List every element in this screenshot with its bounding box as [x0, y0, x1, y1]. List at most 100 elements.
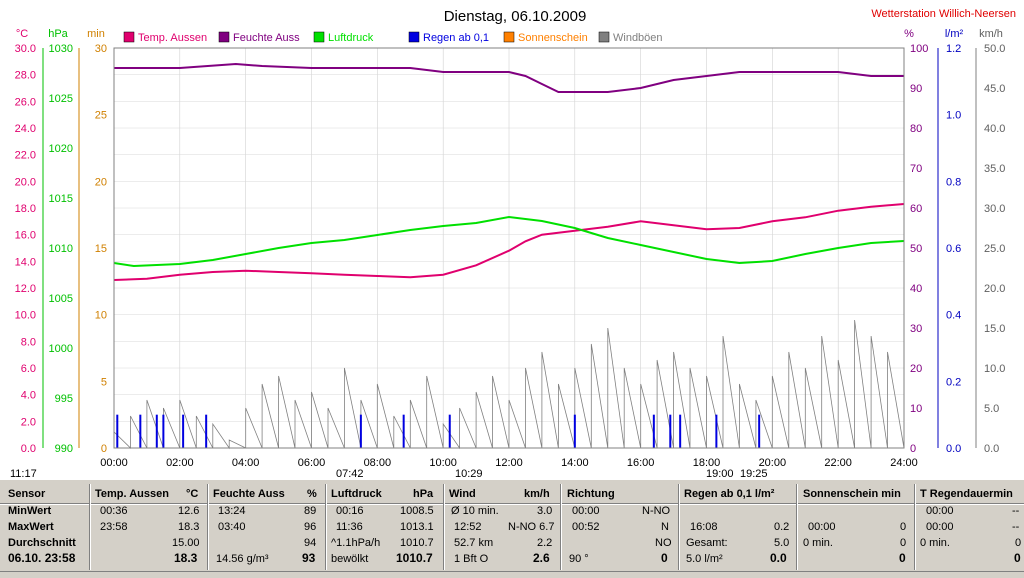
humidity-header: Feuchte Auss	[213, 488, 285, 500]
y-tick-label: 990	[55, 443, 73, 455]
y-tick-label: 1030	[49, 43, 73, 55]
y-tick-label: 10.0	[15, 310, 36, 322]
direction-min-time: 00:00	[572, 505, 600, 517]
y-tick-label: 995	[55, 393, 73, 405]
y-tick-label: 40.0	[984, 123, 1005, 135]
wind-max-time: 12:52	[454, 521, 482, 533]
rain-bar	[155, 414, 158, 448]
rain-bar	[162, 414, 165, 448]
y-tick-label: 40	[910, 283, 922, 295]
direction-avg: NO	[655, 537, 672, 549]
temp-axis-unit: °C	[16, 28, 28, 40]
sun-marker-label: 19:00	[706, 468, 734, 480]
x-tick-label: 08:00	[364, 457, 392, 469]
y-tick-label: 1015	[49, 193, 73, 205]
pressure-trend-value: 1010.7	[400, 537, 434, 549]
plot-frame	[113, 47, 905, 449]
wind-max-value: N-NO 6.7	[508, 521, 555, 533]
x-tick-label: 12:00	[495, 457, 523, 469]
legend-swatch	[218, 31, 230, 43]
rain-bar	[116, 414, 119, 448]
direction-header: Richtung	[567, 488, 615, 500]
legend-label: Temp. Aussen	[138, 32, 207, 44]
series-line-windb-en	[113, 272, 905, 450]
rain-bar	[402, 414, 405, 448]
y-tick-label: 18.0	[15, 203, 36, 215]
humidity-axis-unit: %	[904, 28, 914, 40]
y-tick-label: 1010	[49, 243, 73, 255]
wind-current: 2.6	[533, 551, 550, 565]
rain-bar	[205, 414, 208, 448]
rain-bar	[448, 414, 451, 448]
humidity-max-time: 03:40	[218, 521, 246, 533]
sunshine-total-label: 0 min.	[803, 537, 833, 549]
y-tick-label: 4.0	[21, 390, 36, 402]
pressure-min-value: 1008.5	[400, 505, 434, 517]
x-tick-label: 20:00	[759, 457, 787, 469]
rain-max-time: 16:08	[690, 521, 718, 533]
y-tick-label: 25	[95, 110, 107, 122]
legend-label: Regen ab 0,1	[423, 32, 489, 44]
wind-avg-label: Ø 10 min.	[451, 505, 499, 517]
col-divider	[796, 484, 798, 570]
x-tick-label: 04:00	[232, 457, 260, 469]
legend-swatch	[598, 31, 610, 43]
y-tick-label: 0	[910, 443, 916, 455]
legend-label: Luftdruck	[328, 32, 374, 44]
plot-border	[113, 47, 905, 449]
y-tick-label: 1.2	[946, 43, 961, 55]
col-divider	[914, 484, 916, 570]
y-tick-label: 25.0	[984, 243, 1005, 255]
x-tick-label: 00:00	[100, 457, 128, 469]
y-tick-label: 70	[910, 163, 922, 175]
humidity-absolute: 14.56 g/m³	[216, 553, 269, 565]
rain-amount: 5.0 l/m²	[686, 553, 723, 565]
rain-header: Regen ab 0,1 l/m²	[684, 488, 775, 500]
rain-bar	[758, 414, 761, 448]
legend-label: Feuchte Auss	[233, 32, 300, 44]
pressure-sky: bewölkt	[331, 553, 369, 565]
sensor-header: Sensor	[8, 488, 46, 500]
y-tick-label: 0.2	[946, 376, 961, 388]
col-divider	[678, 484, 680, 570]
y-tick-label: 12.0	[15, 283, 36, 295]
row-maxwert: MaxWert	[8, 521, 54, 533]
raintime-total-label: 0 min.	[920, 537, 950, 549]
direction-max-value: N	[661, 521, 669, 533]
rain-axis-unit: l/m²	[945, 28, 964, 40]
y-tick-label: 0.8	[946, 176, 961, 188]
y-tick-label: 5.0	[984, 403, 999, 415]
y-tick-label: 30.0	[15, 43, 36, 55]
y-tick-label: 0.6	[946, 243, 961, 255]
temp-max-value: 18.3	[178, 521, 200, 533]
x-tick-label: 02:00	[166, 457, 194, 469]
row-minwert: MinWert	[8, 505, 52, 517]
y-tick-label: 15.0	[984, 323, 1005, 335]
y-tick-label: 26.0	[15, 96, 36, 108]
temp-min-value: 12.6	[178, 505, 200, 517]
temp-min-time: 00:36	[100, 505, 128, 517]
chart-series	[113, 62, 905, 450]
pressure-max-value: 1013.1	[400, 521, 434, 533]
station-name: Wetterstation Willich-Neersen	[871, 8, 1016, 20]
sunshine-header: Sonnenschein min	[803, 488, 901, 500]
temp-current: 18.3	[174, 551, 198, 565]
y-tick-label: 1000	[49, 343, 73, 355]
col-divider	[89, 484, 91, 570]
y-tick-label: 0.0	[984, 443, 999, 455]
humidity-unit: %	[307, 488, 317, 500]
series-line-feuchte-auss	[114, 62, 904, 93]
y-tick-label: 45.0	[984, 83, 1005, 95]
y-tick-label: 50.0	[984, 43, 1005, 55]
rain-bar	[715, 414, 718, 448]
chart-axes: 00:00 02:00 04:00 06:00 08:00 10:00 12:00 14:00…	[10, 28, 1005, 480]
rain-bar	[359, 414, 362, 448]
raintime-min-value: --	[1012, 505, 1020, 517]
wind-run: 52.7 km	[454, 537, 494, 549]
y-tick-label: 0.0	[946, 443, 961, 455]
y-tick-label: 16.0	[15, 230, 36, 242]
y-tick-label: 0.0	[21, 443, 36, 455]
raintime-total-value: 0	[1015, 537, 1022, 549]
x-tick-label: 16:00	[627, 457, 655, 469]
raintime-min-time: 00:00	[926, 505, 954, 517]
